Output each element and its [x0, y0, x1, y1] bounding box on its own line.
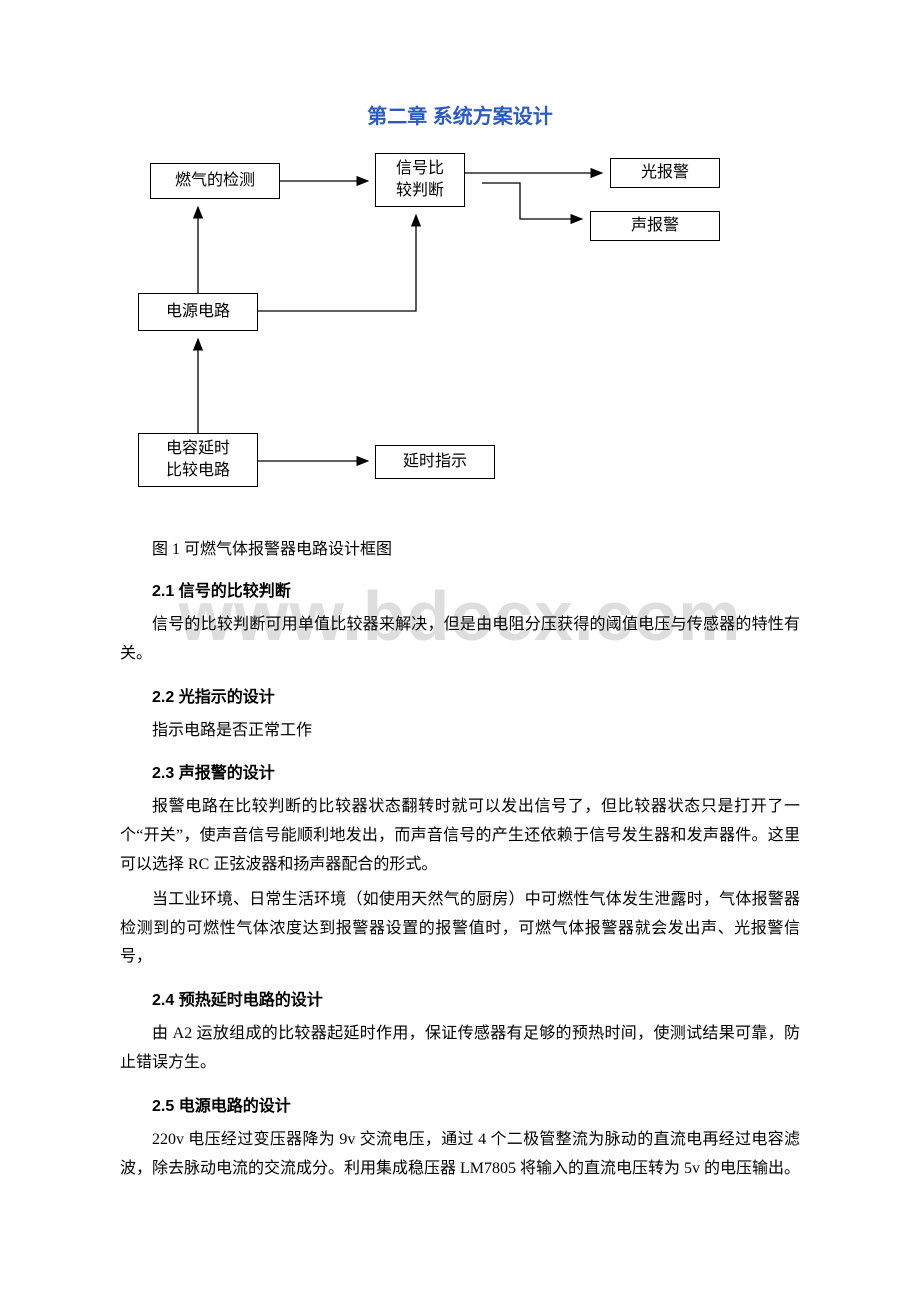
paragraph-1-0: 指示电路是否正常工作 — [120, 717, 800, 746]
paragraph-4-0: 220v 电压经过变压器降为 9v 交流电压，通过 4 个二极管整流为脉动的直流… — [120, 1126, 800, 1184]
paragraph-3-0: 由 A2 运放组成的比较器起延时作用，保证传感器有足够的预热时间，使测试结果可靠… — [120, 1020, 800, 1078]
box-delay-ind: 延时指示 — [375, 445, 495, 479]
block-diagram: 燃气的检测 信号比较判断 光报警声报警电源电路电容延时比较电路 延时指示 — [120, 153, 800, 523]
section-heading-0: 2.1 信号的比较判断 — [120, 577, 800, 601]
sections-container: 2.1 信号的比较判断信号的比较判断可用单值比较器来解决，但是由电阻分压获得的阈… — [120, 577, 800, 1183]
paragraph-0-0: 信号的比较判断可用单值比较器来解决，但是由电阻分压获得的阈值电压与传感器的特性有… — [120, 611, 800, 669]
page-content: 第二章 系统方案设计 燃气的检测 信号比较判断 光报警声报警电源电路电容延时比较电路… — [120, 100, 800, 1183]
box-sound-alarm: 声报警 — [590, 211, 720, 241]
section-heading-2: 2.3 声报警的设计 — [120, 759, 800, 783]
paragraph-2-0: 报警电路在比较判断的比较器状态翻转时就可以发出信号了，但比较器状态只是打开了一个… — [120, 793, 800, 879]
box-power: 电源电路 — [138, 293, 258, 331]
arrow-2 — [482, 183, 582, 219]
section-heading-4: 2.5 电源电路的设计 — [120, 1092, 800, 1116]
arrow-4 — [258, 215, 416, 311]
box-cap-delay: 电容延时比较电路 — [138, 433, 258, 487]
paragraph-2-1: 当工业环境、日常生活环境（如使用天然气的厨房）中可燃性气体发生泄露时，气体报警器… — [120, 886, 800, 972]
box-light-alarm: 光报警 — [610, 158, 720, 188]
box-signal-comp: 信号比较判断 — [375, 153, 465, 207]
box-gas-detect: 燃气的检测 — [150, 163, 280, 199]
section-heading-3: 2.4 预热延时电路的设计 — [120, 986, 800, 1010]
chapter-title: 第二章 系统方案设计 — [120, 100, 800, 129]
figure-caption: 图 1 可燃气体报警器电路设计框图 — [120, 535, 800, 559]
section-heading-1: 2.2 光指示的设计 — [120, 683, 800, 707]
